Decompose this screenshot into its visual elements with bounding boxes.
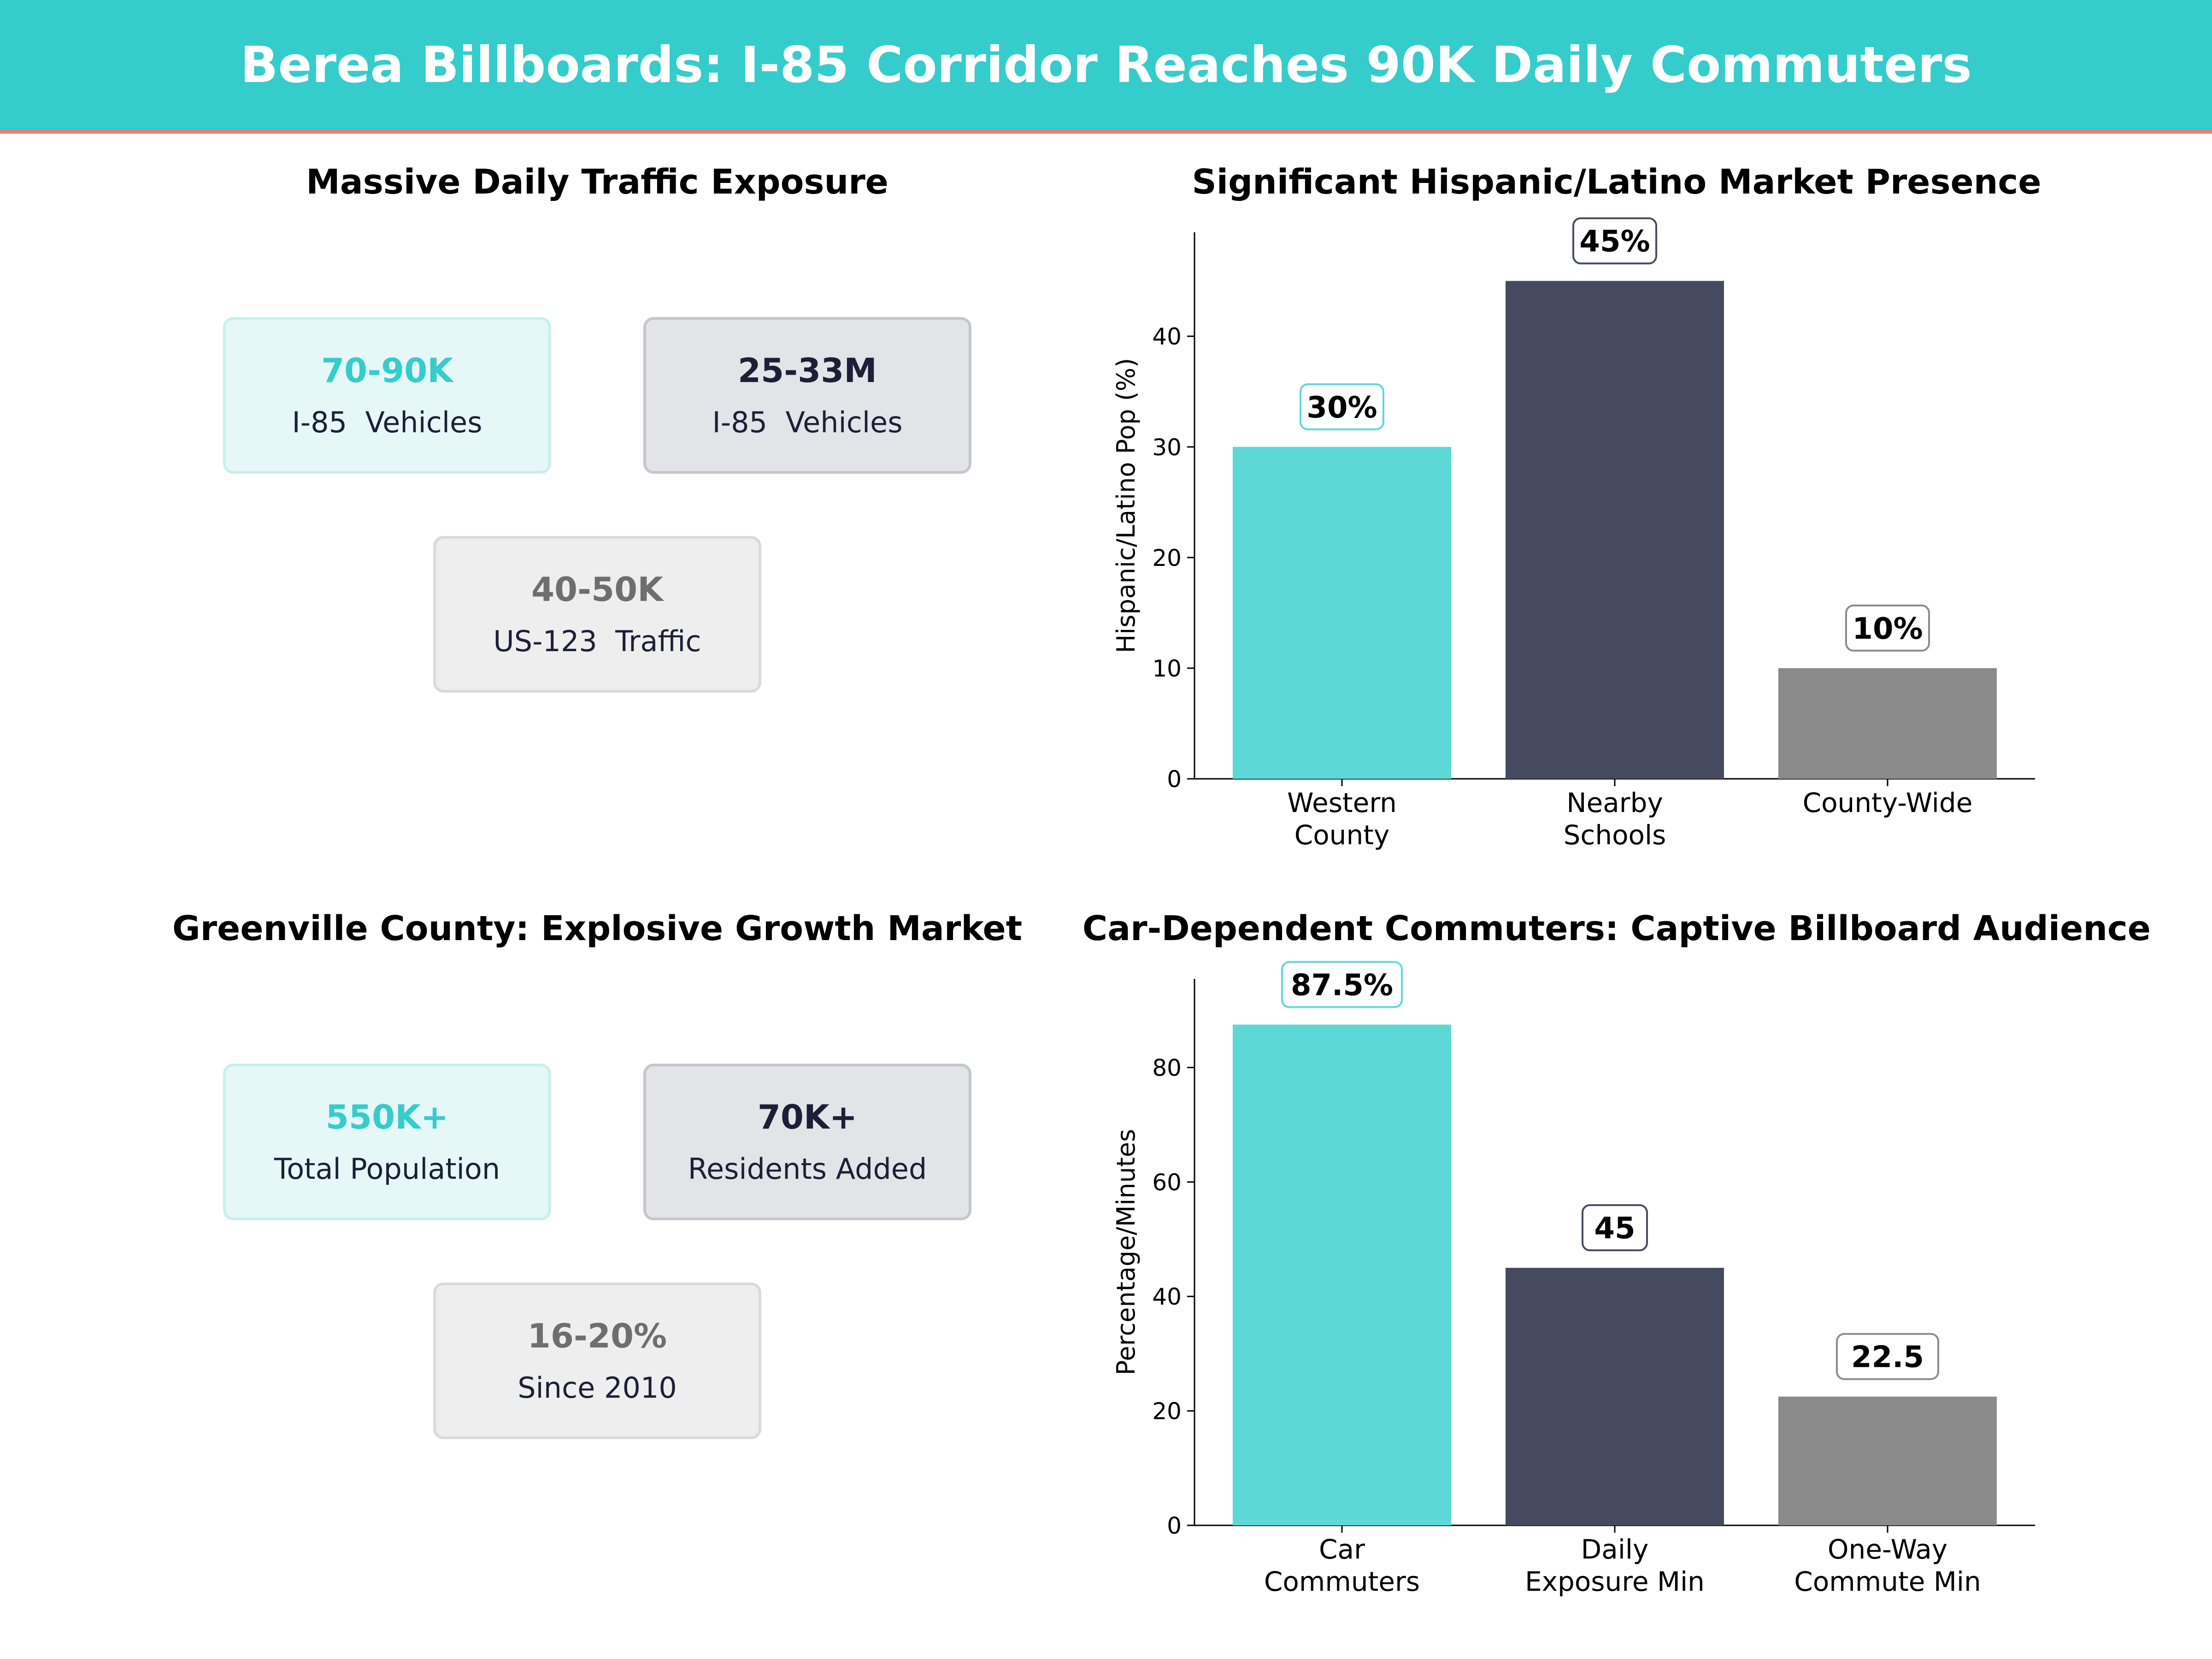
stat-card: 25-33M I-85 Vehicles xyxy=(643,317,971,474)
stat-card: 16-20% Since 2010 xyxy=(433,1282,761,1439)
x-tick-label: County-Wide xyxy=(1803,787,1973,818)
traffic-panel-title: Massive Daily Traffic Exposure xyxy=(306,162,888,202)
stat-value: 16-20% xyxy=(527,1317,667,1355)
stat-card: 550K+ Total Population xyxy=(223,1064,551,1220)
stat-card: 40-50K US-123 Traffic xyxy=(433,536,761,693)
y-tick-label: 20 xyxy=(1152,1398,1182,1425)
y-tick-label: 40 xyxy=(1152,324,1182,350)
stat-label: Since 2010 xyxy=(518,1371,677,1405)
data-label: 87.5% xyxy=(1291,968,1393,1002)
y-tick-label: 80 xyxy=(1152,1054,1182,1081)
bar xyxy=(1506,281,1724,779)
header-banner: Berea Billboards: I-85 Corridor Reaches … xyxy=(0,0,2212,134)
data-label-box xyxy=(1836,1333,1939,1380)
stat-label: Total Population xyxy=(274,1152,500,1186)
data-label-box xyxy=(1572,217,1657,265)
data-label: 22.5 xyxy=(1851,1341,1924,1375)
bar xyxy=(1506,1268,1724,1525)
x-tick-label: Daily Exposure Min xyxy=(1525,1534,1705,1597)
y-tick-label: 30 xyxy=(1152,434,1182,461)
stat-card: 70K+ Residents Added xyxy=(643,1064,971,1220)
y-axis-label: Hispanic/Latino Pop (%) xyxy=(1112,358,1141,653)
x-tick-label: Car Commuters xyxy=(1264,1534,1420,1597)
data-label-box xyxy=(1281,961,1403,1008)
y-tick-label: 60 xyxy=(1152,1169,1182,1196)
stat-label: I-85 Vehicles xyxy=(292,406,482,439)
y-tick-label: 0 xyxy=(1167,766,1182,793)
stat-label: US-123 Traffic xyxy=(493,624,701,658)
y-tick-label: 20 xyxy=(1152,545,1182,571)
y-tick-label: 0 xyxy=(1167,1512,1182,1539)
y-tick-label: 10 xyxy=(1152,655,1182,682)
stat-value: 550K+ xyxy=(325,1098,449,1136)
y-axis-label: Percentage/Minutes xyxy=(1112,1129,1141,1376)
data-label-box xyxy=(1300,383,1384,430)
data-label-box xyxy=(1582,1204,1648,1252)
stat-label: Residents Added xyxy=(688,1152,927,1186)
x-tick-label: Western County xyxy=(1287,787,1397,851)
bar xyxy=(1778,1396,1997,1525)
commuter-chart-title: Car-Dependent Commuters: Captive Billboa… xyxy=(1082,909,2151,948)
data-label-box xyxy=(1845,604,1930,652)
bar xyxy=(1778,668,1997,779)
data-label: 10% xyxy=(1852,612,1923,646)
x-tick-label: Nearby Schools xyxy=(1564,787,1666,851)
stat-label: I-85 Vehicles xyxy=(712,406,903,439)
stat-value: 70K+ xyxy=(757,1098,858,1136)
stat-value: 25-33M xyxy=(738,351,877,390)
data-label: 45 xyxy=(1594,1212,1635,1246)
stat-value: 70-90K xyxy=(321,351,453,390)
stat-value: 40-50K xyxy=(531,570,664,609)
hispanic-bar-chart: 0 10 20 30 40 Hispanic/Latino Pop (%) Western C… xyxy=(1112,217,2035,851)
y-tick-label: 40 xyxy=(1152,1283,1182,1310)
data-label: 30% xyxy=(1306,391,1377,425)
stat-card: 70-90K I-85 Vehicles xyxy=(223,317,551,474)
bar xyxy=(1233,447,1451,779)
bar xyxy=(1233,1024,1451,1525)
hispanic-chart-title: Significant Hispanic/Latino Market Prese… xyxy=(1192,162,2041,202)
data-label: 45% xyxy=(1579,225,1650,259)
page-title: Berea Billboards: I-85 Corridor Reaches … xyxy=(240,36,1972,94)
growth-panel-title: Greenville County: Explosive Growth Mark… xyxy=(172,909,1023,948)
x-tick-label: One-Way Commute Min xyxy=(1794,1534,1981,1597)
